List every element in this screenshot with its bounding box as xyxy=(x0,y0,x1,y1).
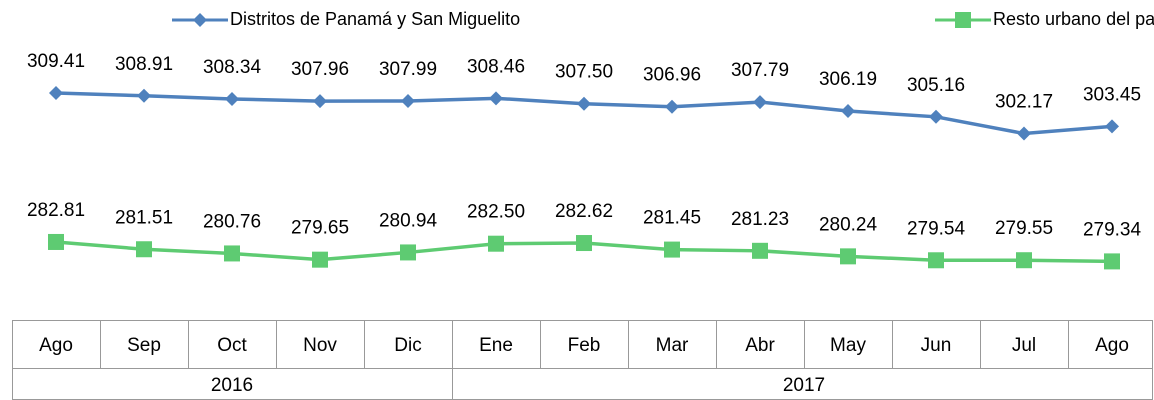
point xyxy=(664,241,680,258)
point xyxy=(1016,252,1032,269)
data-label: 280.94 xyxy=(379,210,438,231)
data-label: 305.16 xyxy=(907,75,965,96)
point xyxy=(840,248,856,265)
legend-marker xyxy=(955,12,971,28)
data-label: 281.45 xyxy=(643,208,701,229)
x-tick-label: Mar xyxy=(656,335,689,356)
point xyxy=(224,245,240,262)
x-tick-label: Jun xyxy=(921,335,952,356)
x-tick-label: Feb xyxy=(568,335,601,356)
point xyxy=(753,95,767,110)
data-label: 302.17 xyxy=(995,92,1053,113)
x-tick-label: Dic xyxy=(394,335,421,356)
data-label: 279.65 xyxy=(291,218,349,239)
point xyxy=(225,91,239,106)
point xyxy=(928,252,944,269)
point xyxy=(136,241,152,258)
x-tick-label: Ago xyxy=(39,335,73,356)
point xyxy=(929,109,943,124)
point xyxy=(577,96,591,111)
point xyxy=(49,86,63,101)
data-label: 280.76 xyxy=(203,211,261,232)
point xyxy=(576,235,592,252)
group-label: 2017 xyxy=(783,375,825,396)
point xyxy=(137,88,151,103)
data-label: 307.99 xyxy=(379,59,437,80)
point xyxy=(489,91,503,106)
point xyxy=(401,93,415,108)
legend-marker xyxy=(193,13,207,27)
data-label: 306.19 xyxy=(819,69,877,90)
point xyxy=(752,242,768,259)
data-label: 307.79 xyxy=(731,60,789,81)
data-label: 307.50 xyxy=(555,62,613,83)
data-label: 280.24 xyxy=(819,214,878,235)
point xyxy=(1105,119,1119,134)
data-label: 309.41 xyxy=(27,51,85,72)
data-label: 307.96 xyxy=(291,59,349,80)
x-tick-label: May xyxy=(830,335,866,356)
data-label: 279.54 xyxy=(907,218,966,239)
x-tick-label: Ene xyxy=(479,335,513,356)
data-label: 282.62 xyxy=(555,201,613,222)
point xyxy=(313,94,327,109)
legend-label: Resto urbano del país xyxy=(993,9,1154,29)
data-label: 303.45 xyxy=(1083,84,1141,105)
group-label: 2016 xyxy=(211,375,253,396)
x-tick-label: Abr xyxy=(745,335,775,356)
data-label: 282.50 xyxy=(467,202,525,223)
data-label: 308.91 xyxy=(115,54,173,75)
data-label: 279.34 xyxy=(1083,219,1142,240)
x-tick-label: Oct xyxy=(217,335,247,356)
x-tick-label: Ago xyxy=(1095,335,1129,356)
data-label: 279.55 xyxy=(995,218,1053,239)
data-label: 306.96 xyxy=(643,65,701,86)
axis-table xyxy=(12,320,1153,400)
data-label: 282.81 xyxy=(27,200,85,221)
point xyxy=(841,104,855,119)
point xyxy=(1017,126,1031,141)
point xyxy=(312,251,328,268)
x-tick-label: Sep xyxy=(127,335,161,356)
point xyxy=(665,99,679,114)
data-label: 308.34 xyxy=(203,57,262,78)
x-tick-label: Jul xyxy=(1012,335,1036,356)
data-label: 281.23 xyxy=(731,209,789,230)
point xyxy=(48,233,64,250)
point xyxy=(1104,253,1120,270)
data-label: 308.46 xyxy=(467,56,525,77)
data-label: 281.51 xyxy=(115,207,173,228)
point xyxy=(488,235,504,252)
legend-label: Distritos de Panamá y San Miguelito xyxy=(230,9,520,29)
x-tick-label: Nov xyxy=(303,335,337,356)
point xyxy=(400,244,416,261)
